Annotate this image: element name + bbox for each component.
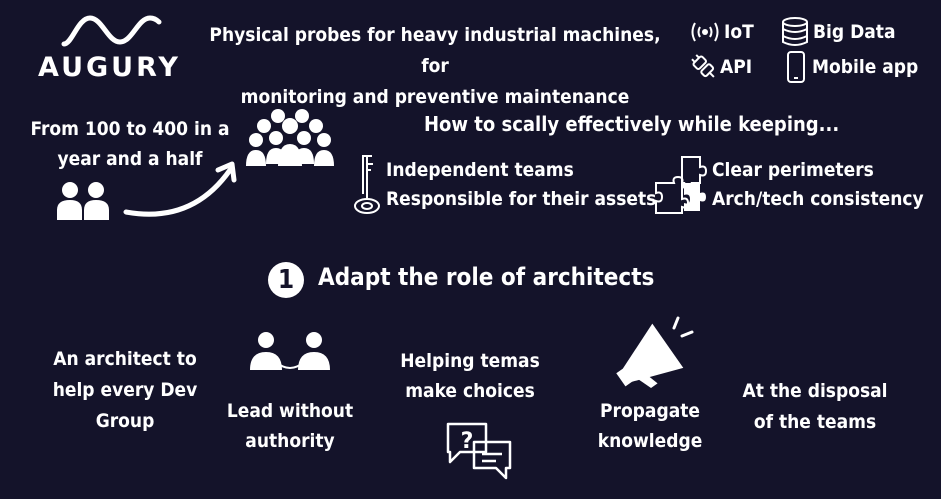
tag-mobile-app-label: Mobile app — [812, 56, 919, 78]
role-line: Helping temas — [400, 350, 540, 372]
item-arch-tech-consistency: Arch/tech consistency — [712, 188, 924, 210]
tag-api-label: API — [720, 56, 753, 78]
brand-name: AUGURY — [38, 52, 181, 83]
tag-iot: IoT — [688, 18, 754, 46]
role-line: help every Dev — [52, 379, 198, 401]
tag-big-data-label: Big Data — [813, 21, 896, 43]
role-lead-without-authority: Lead without authority — [210, 396, 370, 456]
description-line-1: Physical probes for heavy industrial mac… — [209, 24, 661, 77]
role-line: At the disposal — [742, 380, 888, 402]
role-line: Lead without — [226, 400, 354, 422]
role-line: knowledge — [597, 430, 703, 452]
item-responsible-assets: Responsible for their assets — [386, 188, 657, 210]
logo-wave-icon — [61, 15, 162, 47]
crowd-icon — [246, 109, 334, 166]
item-independent-teams: Independent teams — [386, 159, 574, 181]
tag-big-data: Big Data — [780, 16, 896, 48]
smartphone-icon — [787, 51, 805, 83]
role-helping-choices: Helping temas make choices — [390, 346, 550, 406]
connected-people-icon — [250, 332, 330, 370]
scaling-left-list: Independent teams Responsible for their … — [386, 156, 656, 214]
two-people-icon — [57, 182, 109, 220]
growth-arrow-icon — [123, 161, 237, 217]
scaling-title: How to scally effectively while keeping.… — [424, 112, 840, 136]
role-line: of the teams — [753, 411, 877, 433]
section-title: Adapt the role of architects — [318, 263, 655, 291]
wireless-signal-icon — [691, 22, 719, 42]
role-line: Propagate — [599, 400, 700, 422]
tag-iot-label: IoT — [724, 21, 754, 43]
role-line: An architect to — [53, 348, 197, 370]
item-clear-perimeters: Clear perimeters — [712, 159, 874, 181]
tag-api: API — [690, 52, 752, 82]
role-architect-per-group: An architect to help every Dev Group — [30, 344, 220, 437]
plug-icon — [691, 54, 715, 78]
role-line: make choices — [405, 380, 535, 402]
growth-line-2: year and a half — [57, 148, 203, 170]
scaling-right-list: Clear perimeters Arch/tech consistency — [712, 156, 924, 214]
growth-text: From 100 to 400 in a year and a half — [30, 114, 230, 174]
augury-logo: AUGURY — [38, 14, 178, 84]
description-line-2: monitoring and preventive maintenance — [240, 86, 630, 108]
section-number: 1 — [277, 265, 295, 295]
chat-question-icon: ? — [446, 422, 512, 480]
megaphone-icon — [616, 316, 694, 388]
key-icon — [354, 155, 380, 214]
role-propagate-knowledge: Propagate knowledge — [575, 396, 725, 456]
puzzle-icon — [655, 156, 708, 214]
role-line: Group — [95, 410, 155, 432]
database-icon — [782, 17, 808, 46]
role-disposal-teams: At the disposal of the teams — [730, 376, 900, 438]
growth-line-1: From 100 to 400 in a — [30, 118, 230, 140]
tag-mobile-app: Mobile app — [786, 50, 918, 84]
role-line: authority — [245, 430, 335, 452]
svg-text:?: ? — [461, 429, 474, 454]
company-description: Physical probes for heavy industrial mac… — [205, 20, 665, 113]
section-number-badge: 1 — [268, 262, 304, 298]
